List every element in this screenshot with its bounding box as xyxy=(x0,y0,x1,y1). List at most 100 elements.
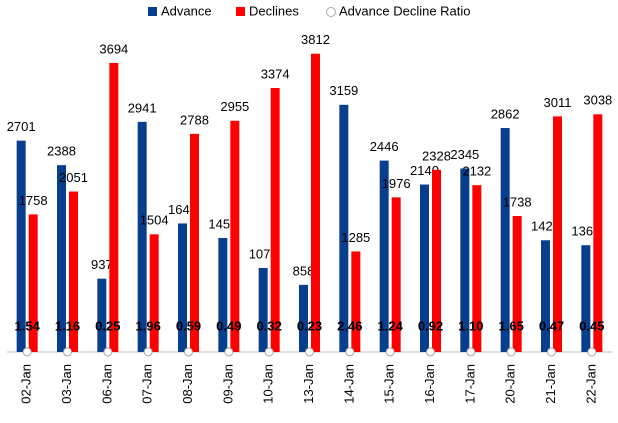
data-label: 2788 xyxy=(180,112,209,127)
ratio-label: 0.23 xyxy=(297,318,322,333)
data-label: 2132 xyxy=(462,164,491,179)
ratio-label: 0.45 xyxy=(579,318,604,333)
ratio-marker xyxy=(224,347,234,357)
data-label: 1074 xyxy=(249,246,278,261)
data-label: 2328 xyxy=(422,148,451,163)
bar xyxy=(541,240,550,352)
bar xyxy=(432,169,441,352)
bar xyxy=(512,216,522,352)
ratio-label: 0.25 xyxy=(95,318,120,333)
x-tick-label: 08-Jan xyxy=(180,364,195,404)
ratio-marker xyxy=(506,347,516,357)
data-label: 1428 xyxy=(531,219,560,234)
ratio-marker xyxy=(587,347,597,357)
bar xyxy=(460,168,470,352)
bar xyxy=(16,140,26,352)
data-label: 858 xyxy=(293,263,315,278)
x-tick-label: 07-Jan xyxy=(140,364,155,404)
bar xyxy=(149,234,159,352)
x-tick-label: 22-Jan xyxy=(583,364,598,404)
data-label: 3694 xyxy=(99,41,128,56)
x-tick-label: 03-Jan xyxy=(59,364,74,404)
data-label: 1504 xyxy=(140,213,169,228)
bar xyxy=(311,53,320,352)
bar xyxy=(218,237,228,352)
x-tick-label: 15-Jan xyxy=(382,364,397,404)
data-label: 2345 xyxy=(450,147,479,162)
x-tick-label: 10-Jan xyxy=(261,364,276,404)
bar xyxy=(137,121,147,352)
bar xyxy=(581,245,591,352)
data-label: 2051 xyxy=(59,170,88,185)
x-tick-label: 20-Jan xyxy=(503,364,518,404)
bar xyxy=(299,284,308,352)
bar xyxy=(379,160,389,352)
bar xyxy=(339,104,349,352)
ratio-marker xyxy=(143,347,153,357)
ratio-label: 1.10 xyxy=(458,318,483,333)
bar xyxy=(57,165,66,352)
data-label: 2446 xyxy=(370,139,399,154)
ratio-label: 1.65 xyxy=(499,318,524,333)
ratio-label: 1.54 xyxy=(15,318,41,333)
bar xyxy=(178,223,187,352)
ratio-label: 1.16 xyxy=(55,318,80,333)
ratio-marker xyxy=(103,347,113,357)
bar xyxy=(472,185,482,352)
bar xyxy=(500,128,510,352)
bar xyxy=(420,184,429,352)
ratio-label: 0.92 xyxy=(418,318,443,333)
ratio-marker xyxy=(345,347,355,357)
x-tick-label: 17-Jan xyxy=(462,364,477,404)
data-label: 1758 xyxy=(19,193,48,208)
data-label: 1643 xyxy=(168,202,197,217)
data-label: 1738 xyxy=(503,194,532,209)
data-label: 1976 xyxy=(382,176,411,191)
bar xyxy=(553,116,562,352)
bar xyxy=(258,267,268,352)
bar xyxy=(230,120,240,353)
data-label: 2862 xyxy=(491,106,520,121)
ratio-label: 2.46 xyxy=(337,318,362,333)
x-tick-label: 21-Jan xyxy=(543,364,558,404)
data-label: 3038 xyxy=(583,93,612,108)
bar xyxy=(69,191,78,352)
x-tick-label: 13-Jan xyxy=(301,364,316,404)
bar xyxy=(391,197,401,352)
ratio-label: 0.32 xyxy=(257,318,282,333)
x-tick-label: 09-Jan xyxy=(220,364,235,404)
data-label: 1285 xyxy=(341,230,370,245)
bar xyxy=(270,87,280,352)
data-label: 1365 xyxy=(571,224,600,239)
ratio-marker xyxy=(547,347,556,357)
data-label: 3812 xyxy=(301,32,330,47)
ratio-label: 0.49 xyxy=(216,318,241,333)
ratio-marker xyxy=(22,347,32,357)
bar xyxy=(190,133,199,352)
ratio-label: 0.47 xyxy=(539,318,564,333)
x-tick-label: 14-Jan xyxy=(341,364,356,404)
ratio-label: 1.24 xyxy=(378,318,404,333)
data-label: 2388 xyxy=(47,144,76,159)
ratio-marker xyxy=(184,347,193,357)
ratio-label: 1.96 xyxy=(136,318,161,333)
data-label: 2955 xyxy=(220,99,249,114)
legend-swatch xyxy=(326,7,336,17)
data-label: 3011 xyxy=(544,95,572,110)
bar xyxy=(593,114,603,353)
legend-swatch xyxy=(148,7,157,16)
ratio-marker xyxy=(385,347,395,357)
ratio-label: 0.59 xyxy=(176,318,201,333)
legend-label: Advance Decline Ratio xyxy=(339,3,471,18)
bar xyxy=(97,278,107,352)
bar xyxy=(28,214,38,352)
legend-label: Declines xyxy=(249,3,299,18)
legend: Advance Declines Advance Decline Ratio xyxy=(148,3,471,18)
ratio-marker xyxy=(63,347,72,357)
ratio-marker xyxy=(466,347,476,357)
data-label: 2140 xyxy=(410,163,439,178)
data-label: 1457 xyxy=(208,216,237,231)
x-tick-label: 02-Jan xyxy=(19,364,34,404)
bar xyxy=(109,62,119,353)
